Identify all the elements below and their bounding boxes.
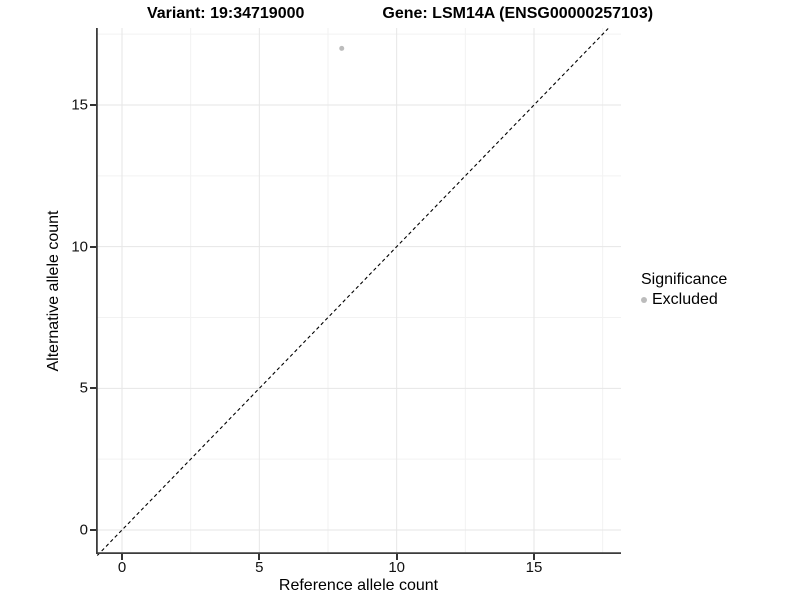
y-axis-title: Alternative allele count [45, 210, 62, 372]
legend-key-dot-icon [641, 297, 647, 303]
x-tick-label: 0 [117, 559, 127, 576]
plot-title-gene: Gene: LSM14A (ENSG00000257103) [382, 5, 654, 22]
identity-line [96, 28, 609, 556]
plot-panel [95, 28, 621, 556]
legend-title: Significance [641, 271, 728, 288]
x-tick-mark [121, 554, 123, 560]
legend: Significance Excluded [641, 271, 727, 309]
legend-item: Excluded [641, 291, 727, 309]
legend-item-label: Excluded [652, 291, 718, 308]
legend-items: Excluded [641, 291, 727, 309]
y-tick-mark [90, 245, 96, 248]
y-tick-label: 0 [79, 521, 88, 539]
x-tick-mark [395, 554, 398, 560]
x-tick-label: 15 [525, 559, 543, 576]
y-tick-mark [90, 387, 96, 390]
plot-canvas [95, 28, 621, 556]
x-tick-label: 10 [388, 559, 405, 576]
x-tick-label: 5 [255, 559, 264, 576]
y-tick-label: 5 [79, 379, 88, 397]
y-tick-mark [90, 529, 96, 531]
y-tick-label: 10 [71, 238, 88, 256]
plot-title-variant: Variant: 19:34719000 [146, 5, 305, 22]
y-tick-mark [90, 104, 96, 106]
x-axis-title: Reference allele count [278, 577, 439, 594]
data-point [339, 45, 345, 51]
plot-title: Variant: 19:34719000 Gene: LSM14A (ENSG0… [0, 5, 800, 23]
x-tick-mark [258, 554, 261, 560]
y-tick-label: 15 [71, 96, 88, 114]
x-tick-mark [533, 554, 535, 560]
